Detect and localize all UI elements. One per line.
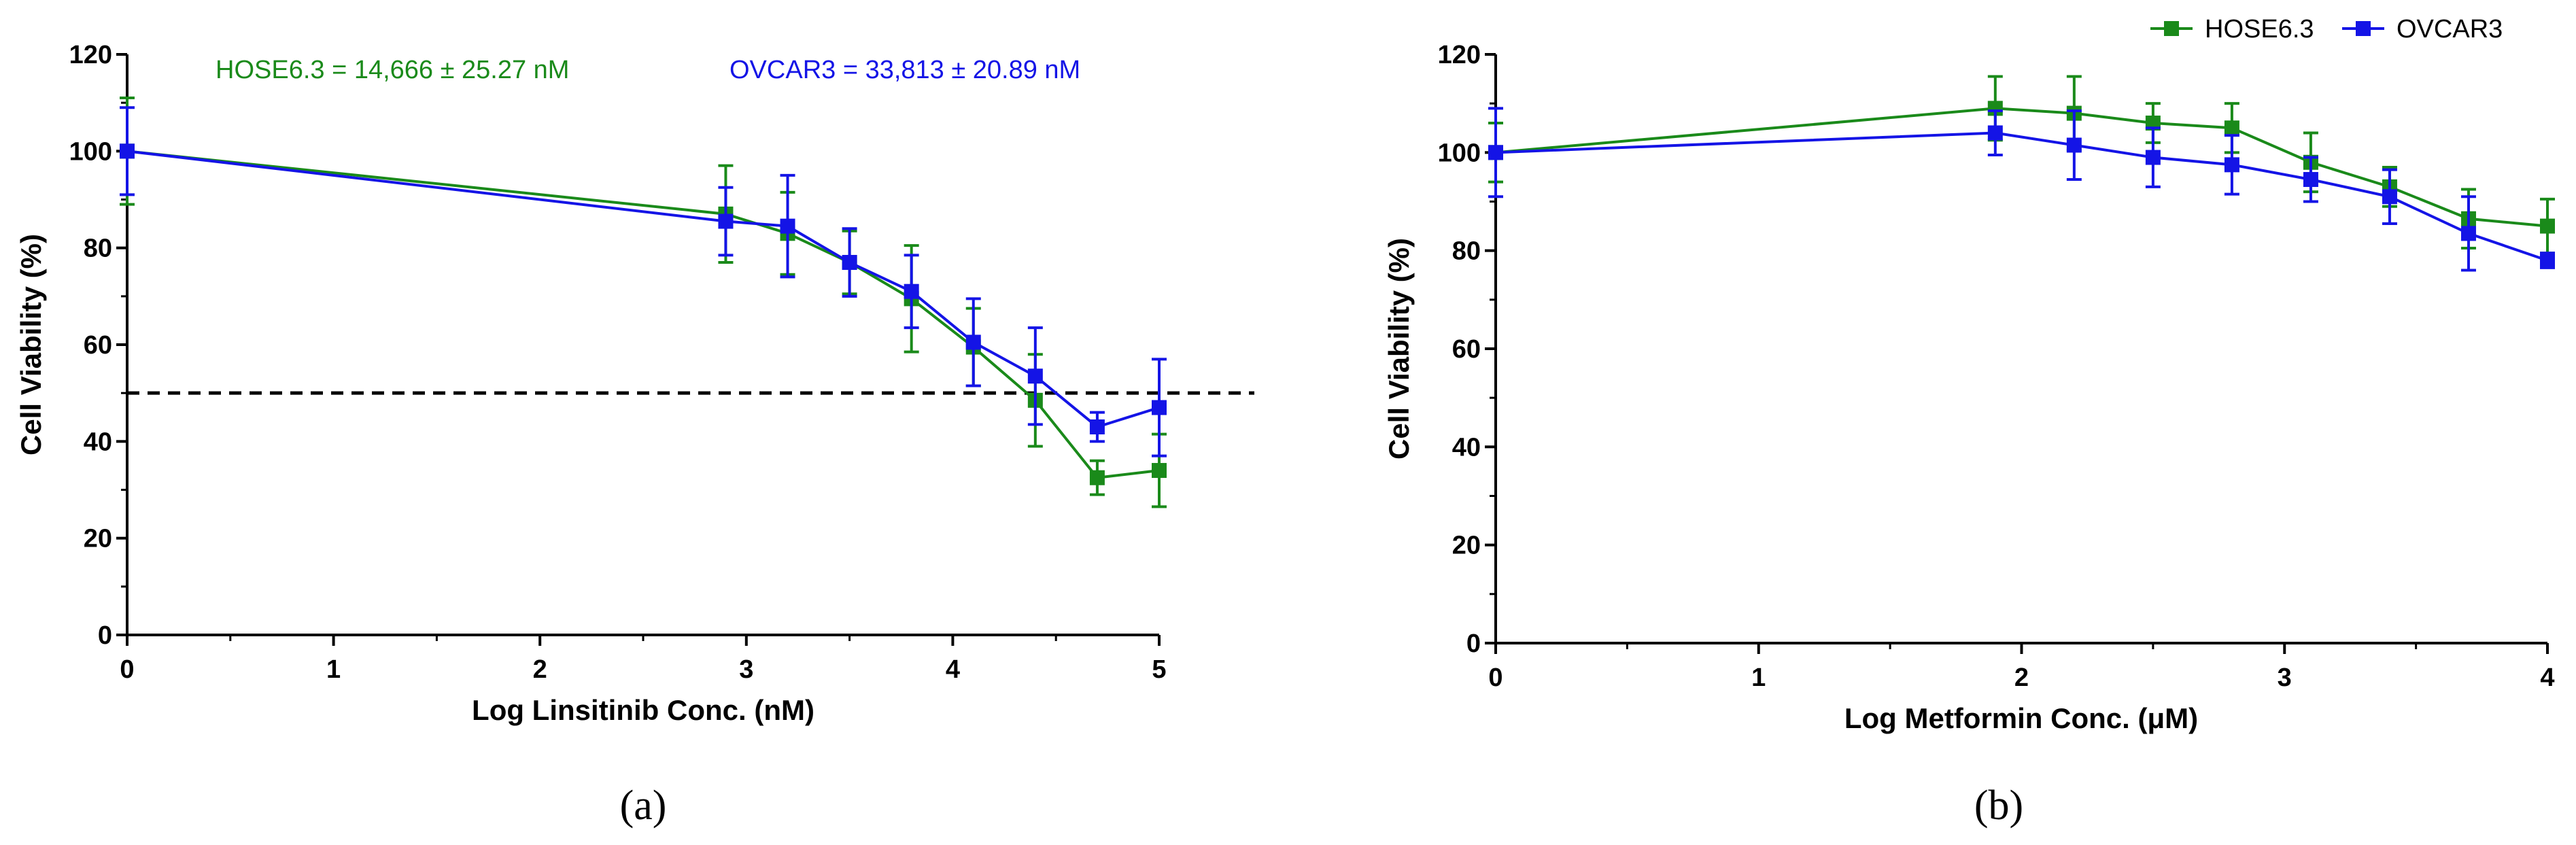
panel-label: (a) (620, 782, 667, 829)
y-tick-label: 60 (1452, 335, 1481, 364)
data-point-ovcar3 (2382, 189, 2397, 205)
data-point-ovcar3 (718, 213, 734, 229)
series-ovcar3 (1488, 107, 2555, 272)
ic50-annotation-ovcar3: OVCAR3 = 33,813 ± 20.89 nM (729, 56, 1080, 84)
data-point-ovcar3 (2145, 150, 2161, 165)
square-marker-icon (2356, 21, 2371, 36)
data-point-ovcar3 (2460, 226, 2476, 241)
data-point-ovcar3 (1089, 419, 1105, 434)
data-point-ovcar3 (2066, 137, 2082, 153)
series-line-hose63 (126, 150, 1160, 479)
x-tick-label: 0 (1488, 663, 1502, 692)
x-tick-label: 3 (2278, 663, 2292, 692)
y-axis-title: Cell Viability (%) (15, 234, 47, 455)
y-tick-label: 20 (1452, 532, 1481, 560)
legend-label: HOSE6.3 (2205, 15, 2314, 44)
data-point-ovcar3 (965, 334, 981, 350)
x-tick-label: 4 (946, 655, 960, 684)
legend-label: OVCAR3 (2397, 15, 2503, 44)
y-axis-title: Cell Viability (%) (1383, 238, 1415, 460)
data-point-ovcar3 (1152, 400, 1167, 415)
series-hose63 (120, 97, 1167, 508)
chart-panel-b: 0 20 40 60 80 100 120 0 1 2 3 4 Log Metformin Conc. … (1383, 15, 2555, 829)
series-line-ovcar3 (126, 150, 1160, 429)
data-point-ovcar3 (2224, 157, 2239, 173)
y-tick-label: 40 (84, 428, 112, 456)
y-tick-label: 80 (84, 235, 112, 263)
y-tick-label: 100 (69, 137, 112, 166)
legend-item-hose63: HOSE6.3 (2150, 15, 2314, 44)
x-tick-label: 5 (1152, 655, 1166, 684)
x-tick-label: 1 (1751, 663, 1766, 692)
data-point-ovcar3 (1027, 368, 1043, 384)
data-point-ovcar3 (904, 283, 919, 299)
legend: HOSE6.3 OVCAR3 (2150, 15, 2503, 44)
y-tick-label: 60 (84, 331, 112, 360)
x-tick-label: 3 (739, 655, 753, 684)
y-tick-label: 20 (84, 525, 112, 553)
data-point-hose63 (2540, 218, 2555, 234)
chart-panel-a: 0 20 40 60 80 100 120 0 1 2 3 4 5 Log Linsitinib Conc… (15, 41, 1254, 829)
x-tick-label: 4 (2540, 663, 2554, 692)
series-ovcar3 (120, 106, 1167, 458)
ic50-annotation-hose63: HOSE6.3 = 14,666 ± 25.27 nM (216, 56, 569, 84)
series-hose63 (1488, 75, 2555, 255)
y-tick-label: 100 (1438, 139, 1481, 167)
x-axis-title: Log Metformin Conc. (μM) (1844, 702, 2198, 734)
x-tick-label: 2 (533, 655, 547, 684)
x-tick-label: 1 (326, 655, 341, 684)
legend-item-ovcar3: OVCAR3 (2342, 15, 2503, 44)
data-point-ovcar3 (2303, 172, 2318, 188)
x-tick-label: 2 (2014, 663, 2029, 692)
data-point-hose63 (2224, 120, 2239, 136)
data-point-ovcar3 (1488, 145, 1503, 160)
data-point-hose63 (1152, 463, 1167, 479)
panel-label: (b) (1974, 782, 2023, 829)
y-tick-label: 80 (1452, 237, 1481, 266)
square-marker-icon (2164, 21, 2179, 36)
x-tick-label: 0 (120, 655, 134, 684)
y-tick-label: 120 (69, 41, 112, 69)
data-point-ovcar3 (780, 218, 795, 234)
y-tick-label: 0 (98, 621, 112, 650)
y-tick-label: 120 (1438, 41, 1481, 69)
data-point-ovcar3 (842, 255, 857, 271)
y-tick-label: 40 (1452, 433, 1481, 462)
data-point-ovcar3 (120, 143, 135, 159)
data-point-hose63 (1089, 470, 1105, 485)
data-point-ovcar3 (2540, 253, 2555, 269)
data-point-ovcar3 (1987, 125, 2003, 141)
x-axis-title: Log Linsitinib Conc. (nM) (472, 694, 814, 726)
y-tick-label: 0 (1466, 630, 1481, 658)
